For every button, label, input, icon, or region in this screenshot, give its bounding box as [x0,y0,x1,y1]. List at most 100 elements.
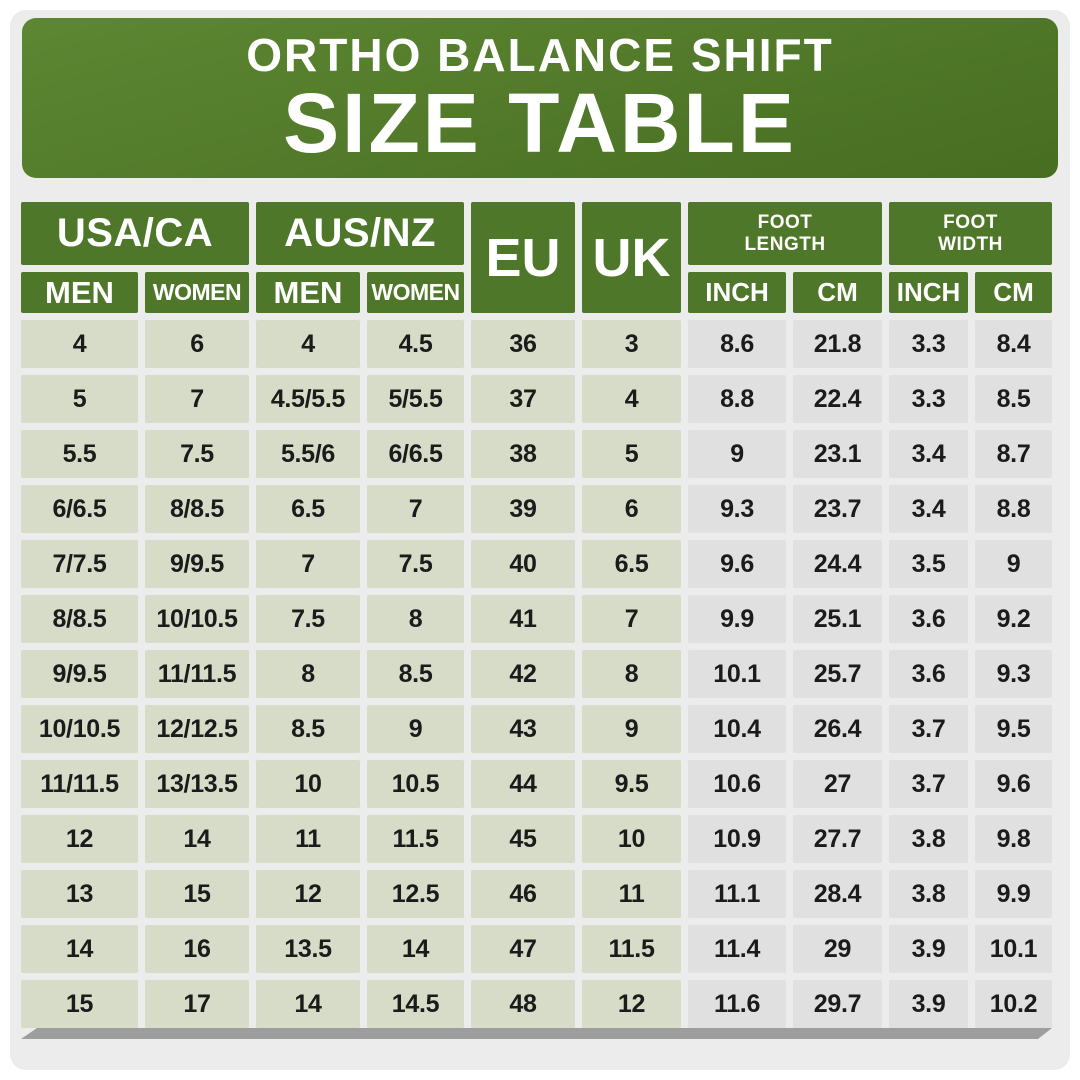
size-cell: 3.9 [889,925,969,973]
size-cell: 9.3 [688,485,787,533]
table-row: 14 16 13.5 14 47 11.5 11.4 29 3.9 10.1 [21,925,1053,973]
size-cell: 7.5 [256,595,360,643]
size-cell: 9.6 [688,540,787,588]
size-cell: 7 [145,375,249,423]
table-row: 4 6 4 4.5 36 3 8.6 21.8 3.3 8.4 [21,320,1053,368]
size-cell: 6/6.5 [367,430,465,478]
size-cell: 9 [367,705,465,753]
size-cell: 4 [582,375,682,423]
size-cell: 8 [367,595,465,643]
size-cell: 10.1 [688,650,787,698]
title-banner: ORTHO BALANCE SHIFT SIZE TABLE [22,18,1058,178]
size-cell: 10.5 [367,760,465,808]
table-row: 10/10.5 12/12.5 8.5 9 43 9 10.4 26.4 3.7 9.5 [21,705,1053,753]
size-cell: 25.7 [793,650,883,698]
size-cell: 10.9 [688,815,787,863]
size-cell: 13.5 [256,925,360,973]
size-cell: 3 [582,320,682,368]
size-cell: 8 [256,650,360,698]
size-cell: 37 [471,375,576,423]
size-table-body: 4 6 4 4.5 36 3 8.6 21.8 3.3 8.4 5 7 4.5/5.5 5/5.5 37 4 8… [21,320,1053,1028]
size-cell: 8.6 [688,320,787,368]
size-cell: 15 [145,870,249,918]
size-cell: 9.9 [688,595,787,643]
size-cell: 10.2 [975,980,1053,1028]
size-cell: 28.4 [793,870,883,918]
size-cell: 5 [21,375,138,423]
size-cell: 48 [471,980,576,1028]
size-cell: 47 [471,925,576,973]
size-cell: 8.7 [975,430,1053,478]
size-cell: 40 [471,540,576,588]
size-cell: 4 [21,320,138,368]
size-cell: 25.1 [793,595,883,643]
size-cell: 3.7 [889,705,969,753]
table-row: 5 7 4.5/5.5 5/5.5 37 4 8.8 22.4 3.3 8.5 [21,375,1053,423]
size-cell: 8 [582,650,682,698]
table-row: 13 15 12 12.5 46 11 11.1 28.4 3.8 9.9 [21,870,1053,918]
table-row: 5.5 7.5 5.5/6 6/6.5 38 5 9 23.1 3.4 8.7 [21,430,1053,478]
table-row: 6/6.5 8/8.5 6.5 7 39 6 9.3 23.7 3.4 8.8 [21,485,1053,533]
size-cell: 9.6 [975,760,1053,808]
size-cell: 22.4 [793,375,883,423]
col-group-aus-nz: AUS/NZ [256,202,465,265]
size-cell: 9.5 [975,705,1053,753]
size-cell: 6.5 [582,540,682,588]
table-row: 15 17 14 14.5 48 12 11.6 29.7 3.9 10.2 [21,980,1053,1028]
foot-width-label: FOOT WIDTH [938,211,1003,255]
size-cell: 12 [21,815,138,863]
size-cell: 3.6 [889,595,969,643]
size-cell: 12 [256,870,360,918]
table-row: 8/8.5 10/10.5 7.5 8 41 7 9.9 25.1 3.6 9.2 [21,595,1053,643]
size-cell: 29.7 [793,980,883,1028]
size-cell: 5 [582,430,682,478]
col-usa-men: MEN [21,272,138,313]
size-table: USA/CA AUS/NZ EU UK FOOT LENGTH FOOT WID… [14,195,1059,1035]
size-cell: 14 [145,815,249,863]
size-cell: 9/9.5 [21,650,138,698]
size-cell: 38 [471,430,576,478]
size-cell: 11/11.5 [145,650,249,698]
size-cell: 3.8 [889,815,969,863]
size-cell: 6 [145,320,249,368]
size-cell: 3.4 [889,430,969,478]
size-cell: 3.3 [889,320,969,368]
size-cell: 6.5 [256,485,360,533]
size-cell: 12 [582,980,682,1028]
size-cell: 5.5 [21,430,138,478]
size-cell: 9.9 [975,870,1053,918]
size-cell: 17 [145,980,249,1028]
size-cell: 3.6 [889,650,969,698]
size-cell: 15 [21,980,138,1028]
size-cell: 10/10.5 [21,705,138,753]
size-cell: 11.5 [582,925,682,973]
size-cell: 10.6 [688,760,787,808]
size-cell: 45 [471,815,576,863]
size-cell: 12.5 [367,870,465,918]
size-cell: 9 [582,705,682,753]
size-cell: 9/9.5 [145,540,249,588]
size-cell: 16 [145,925,249,973]
size-cell: 39 [471,485,576,533]
banner-title: SIZE TABLE [283,76,797,171]
size-cell: 46 [471,870,576,918]
size-cell: 10.1 [975,925,1053,973]
size-cell: 8/8.5 [145,485,249,533]
size-cell: 9.5 [582,760,682,808]
size-cell: 8.5 [975,375,1053,423]
size-cell: 14 [256,980,360,1028]
size-cell: 11.4 [688,925,787,973]
size-cell: 12/12.5 [145,705,249,753]
size-cell: 8.5 [367,650,465,698]
size-cell: 3.5 [889,540,969,588]
size-cell: 9.2 [975,595,1053,643]
size-cell: 41 [471,595,576,643]
table-row: 7/7.5 9/9.5 7 7.5 40 6.5 9.6 24.4 3.5 9 [21,540,1053,588]
size-cell: 26.4 [793,705,883,753]
size-cell: 13/13.5 [145,760,249,808]
size-cell: 3.9 [889,980,969,1028]
size-cell: 14.5 [367,980,465,1028]
col-width-inch: INCH [889,272,969,313]
size-cell: 23.1 [793,430,883,478]
size-cell: 43 [471,705,576,753]
